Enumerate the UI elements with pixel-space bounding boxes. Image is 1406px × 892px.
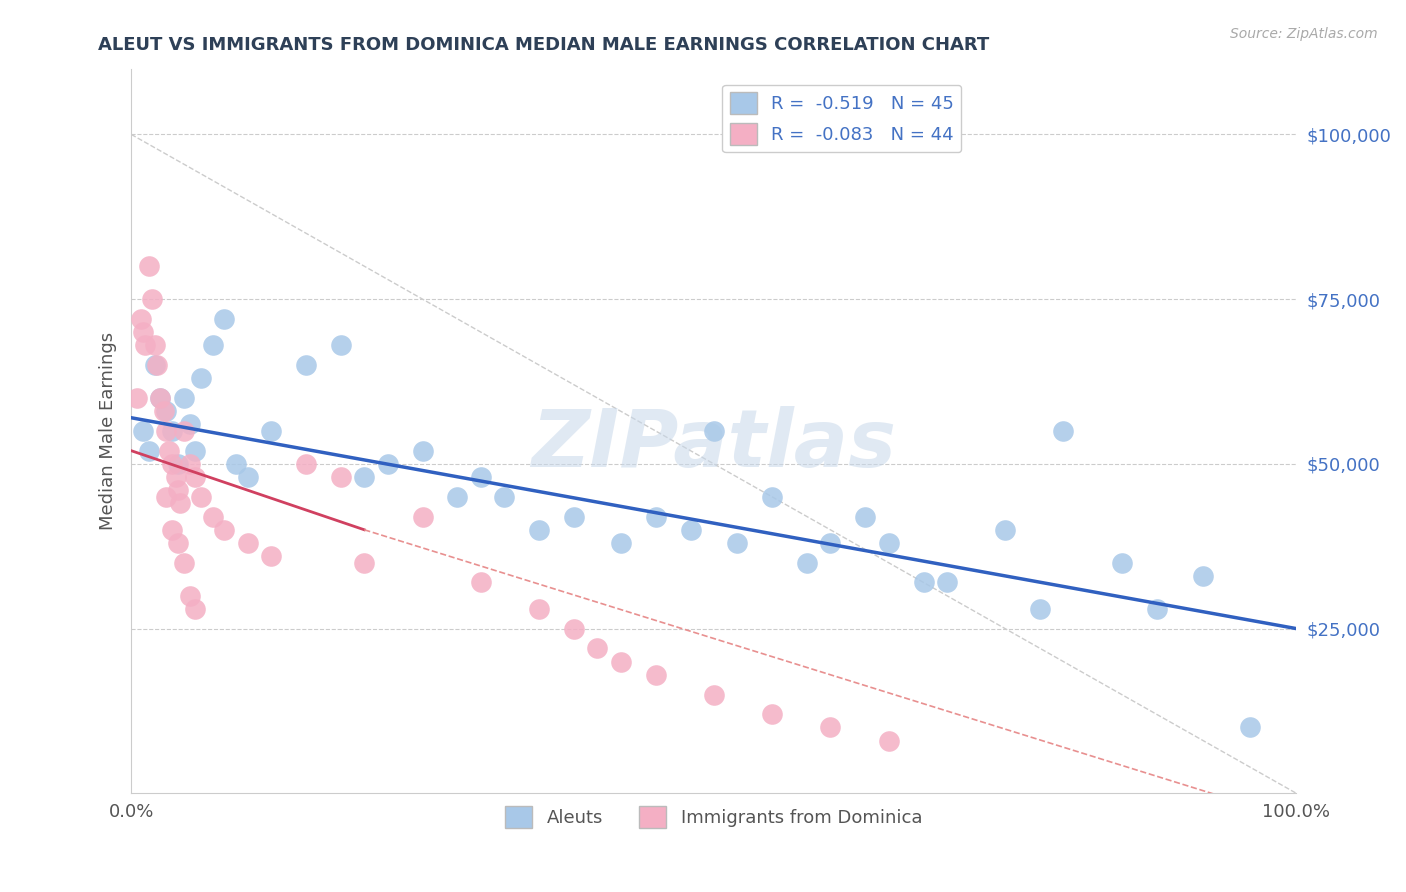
Point bbox=[295, 457, 318, 471]
Point bbox=[236, 470, 259, 484]
Point bbox=[149, 391, 172, 405]
Point bbox=[132, 325, 155, 339]
Point bbox=[184, 443, 207, 458]
Text: Source: ZipAtlas.com: Source: ZipAtlas.com bbox=[1230, 27, 1378, 41]
Point bbox=[877, 536, 900, 550]
Y-axis label: Median Male Earnings: Median Male Earnings bbox=[100, 332, 117, 530]
Point bbox=[353, 556, 375, 570]
Point bbox=[295, 358, 318, 372]
Point bbox=[160, 523, 183, 537]
Point bbox=[214, 523, 236, 537]
Point bbox=[679, 523, 702, 537]
Point bbox=[125, 391, 148, 405]
Text: ALEUT VS IMMIGRANTS FROM DOMINICA MEDIAN MALE EARNINGS CORRELATION CHART: ALEUT VS IMMIGRANTS FROM DOMINICA MEDIAN… bbox=[98, 36, 990, 54]
Point bbox=[644, 667, 666, 681]
Point bbox=[761, 707, 783, 722]
Point bbox=[377, 457, 399, 471]
Point bbox=[236, 536, 259, 550]
Point bbox=[173, 391, 195, 405]
Text: ZIPatlas: ZIPatlas bbox=[531, 407, 897, 484]
Point bbox=[138, 443, 160, 458]
Point bbox=[143, 338, 166, 352]
Point bbox=[138, 259, 160, 273]
Point bbox=[353, 470, 375, 484]
Point bbox=[527, 602, 550, 616]
Point bbox=[412, 509, 434, 524]
Point bbox=[160, 424, 183, 438]
Point bbox=[935, 575, 957, 590]
Point bbox=[214, 312, 236, 326]
Point bbox=[1146, 602, 1168, 616]
Point bbox=[166, 536, 188, 550]
Point bbox=[143, 358, 166, 372]
Point bbox=[184, 602, 207, 616]
Point bbox=[201, 338, 224, 352]
Point bbox=[173, 556, 195, 570]
Point bbox=[166, 483, 188, 498]
Point bbox=[165, 470, 187, 484]
Point bbox=[155, 424, 177, 438]
Point bbox=[446, 490, 468, 504]
Point bbox=[179, 457, 201, 471]
Point bbox=[179, 417, 201, 432]
Point bbox=[820, 721, 842, 735]
Point bbox=[644, 509, 666, 524]
Point bbox=[1052, 424, 1074, 438]
Point bbox=[412, 443, 434, 458]
Point bbox=[470, 470, 492, 484]
Point bbox=[134, 338, 156, 352]
Point bbox=[132, 424, 155, 438]
Point bbox=[155, 490, 177, 504]
Point bbox=[173, 424, 195, 438]
Point bbox=[166, 457, 188, 471]
Point bbox=[494, 490, 516, 504]
Point bbox=[1111, 556, 1133, 570]
Point bbox=[609, 536, 631, 550]
Point bbox=[820, 536, 842, 550]
Point bbox=[179, 589, 201, 603]
Point bbox=[1029, 602, 1052, 616]
Point bbox=[562, 509, 585, 524]
Point bbox=[260, 549, 283, 563]
Point bbox=[225, 457, 247, 471]
Point bbox=[129, 312, 152, 326]
Point bbox=[703, 424, 725, 438]
Point bbox=[146, 358, 169, 372]
Point bbox=[201, 509, 224, 524]
Point bbox=[169, 496, 191, 510]
Point bbox=[562, 622, 585, 636]
Point bbox=[470, 575, 492, 590]
Point bbox=[853, 509, 876, 524]
Point bbox=[157, 443, 180, 458]
Point bbox=[586, 641, 609, 656]
Point bbox=[912, 575, 935, 590]
Point bbox=[609, 655, 631, 669]
Point bbox=[1192, 569, 1215, 583]
Point bbox=[330, 338, 353, 352]
Point bbox=[160, 457, 183, 471]
Point bbox=[260, 424, 283, 438]
Point bbox=[184, 470, 207, 484]
Point bbox=[994, 523, 1017, 537]
Point bbox=[190, 490, 212, 504]
Point bbox=[1239, 721, 1261, 735]
Legend: Aleuts, Immigrants from Dominica: Aleuts, Immigrants from Dominica bbox=[498, 798, 929, 835]
Point bbox=[149, 391, 172, 405]
Point bbox=[796, 556, 818, 570]
Point bbox=[190, 371, 212, 385]
Point bbox=[155, 404, 177, 418]
Point bbox=[330, 470, 353, 484]
Point bbox=[761, 490, 783, 504]
Point bbox=[877, 733, 900, 747]
Point bbox=[703, 688, 725, 702]
Point bbox=[725, 536, 748, 550]
Point bbox=[153, 404, 176, 418]
Point bbox=[141, 292, 163, 306]
Point bbox=[527, 523, 550, 537]
